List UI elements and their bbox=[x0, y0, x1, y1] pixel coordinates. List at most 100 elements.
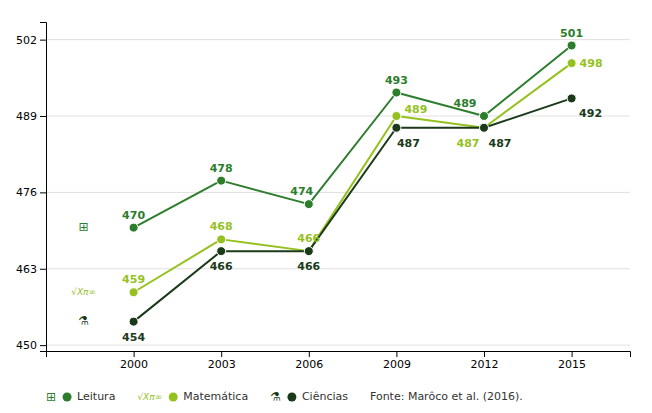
y-tick-mark bbox=[40, 40, 46, 41]
grid-line bbox=[46, 345, 630, 346]
data-label: 466 bbox=[297, 232, 320, 245]
data-label: 489 bbox=[454, 97, 477, 110]
data-label: 470 bbox=[122, 209, 145, 222]
y-tick-mark bbox=[40, 192, 46, 193]
series-point bbox=[480, 112, 489, 121]
series-point bbox=[480, 123, 489, 132]
x-tick-mark bbox=[484, 351, 485, 357]
series-point bbox=[129, 288, 138, 297]
legend-marker bbox=[63, 393, 72, 402]
grid-line bbox=[46, 268, 630, 269]
series-point bbox=[392, 112, 401, 121]
data-label: 454 bbox=[122, 331, 145, 344]
series-point bbox=[304, 247, 313, 256]
series-icon: √Xπ∞ bbox=[71, 287, 96, 297]
series-line bbox=[134, 46, 572, 228]
x-axis: 2000 2003 2006 2009 2012 2015 bbox=[47, 351, 631, 371]
data-label: 478 bbox=[210, 162, 233, 175]
chart-svg: 2000200320062009201220154504634764895024… bbox=[0, 0, 652, 413]
series-point bbox=[217, 235, 226, 244]
y-tick-mark bbox=[40, 345, 46, 346]
legend-icon: √Xπ∞ bbox=[137, 392, 162, 402]
x-tick-mark bbox=[309, 351, 310, 357]
x-tick-label: 2000 bbox=[120, 358, 148, 371]
y-axis: 450 463 476 489 502 bbox=[16, 23, 47, 353]
y-tick: 463 bbox=[16, 263, 46, 276]
series-point bbox=[480, 123, 489, 132]
y-tick: 502 bbox=[16, 34, 46, 47]
x-tick: 2000 bbox=[120, 351, 148, 371]
data-label: 501 bbox=[560, 27, 583, 40]
y-tick-mark bbox=[40, 116, 46, 117]
x-tick: 2015 bbox=[558, 351, 586, 371]
x-tick-label: 2015 bbox=[558, 358, 586, 371]
data-label: 468 bbox=[210, 220, 233, 233]
x-tick: 2003 bbox=[208, 351, 236, 371]
x-tick-mark bbox=[221, 351, 222, 357]
legend-icon: ⚗ bbox=[270, 390, 281, 404]
y-tick-mark bbox=[40, 269, 46, 270]
grid bbox=[46, 40, 630, 346]
grid-line bbox=[46, 39, 630, 40]
x-tick-mark bbox=[572, 351, 573, 357]
chart-container: 2000200320062009201220154504634764895024… bbox=[0, 0, 652, 413]
data-label: 466 bbox=[297, 260, 320, 273]
series-icon: ⚗ bbox=[78, 314, 89, 328]
x-tick: 2006 bbox=[295, 351, 323, 371]
y-tick-label: 502 bbox=[16, 34, 37, 47]
data-label: 466 bbox=[210, 260, 233, 273]
series-icon: ⊞ bbox=[79, 220, 89, 234]
y-tick-label: 463 bbox=[16, 263, 37, 276]
x-tick-label: 2006 bbox=[295, 358, 323, 371]
series-point bbox=[129, 223, 138, 232]
series-point bbox=[392, 123, 401, 132]
x-tick-mark bbox=[134, 351, 135, 357]
legend-label: Leitura bbox=[77, 390, 115, 403]
series bbox=[129, 59, 576, 297]
x-tick: 2009 bbox=[383, 351, 411, 371]
series-point bbox=[217, 176, 226, 185]
y-axis-line bbox=[40, 23, 47, 352]
series-point bbox=[304, 247, 313, 256]
legend-marker bbox=[287, 393, 296, 402]
series-point bbox=[304, 200, 313, 209]
series-icons: ⊞ √Xπ∞ ⚗ bbox=[71, 220, 96, 328]
legend-marker bbox=[169, 393, 178, 402]
x-tick-mark bbox=[396, 351, 397, 357]
x-tick: 2012 bbox=[471, 351, 499, 371]
data-label: 487 bbox=[457, 137, 480, 150]
y-tick: 476 bbox=[16, 186, 46, 199]
y-tick-label: 450 bbox=[16, 339, 37, 352]
legend-item: ⊞ Leitura bbox=[46, 390, 115, 404]
legend-item: ⚗ Ciências bbox=[270, 390, 348, 404]
x-tick-label: 2003 bbox=[208, 358, 236, 371]
plot-area bbox=[129, 41, 576, 326]
series-point bbox=[567, 59, 576, 68]
series-point bbox=[567, 41, 576, 50]
data-label: 487 bbox=[397, 137, 420, 150]
data-label: 492 bbox=[579, 107, 602, 120]
data-labels: 4704784744934895014594684664894874984544… bbox=[122, 27, 602, 344]
series bbox=[129, 41, 576, 232]
data-label: 474 bbox=[290, 185, 313, 198]
grid-line bbox=[46, 116, 630, 117]
legend-icon: ⊞ bbox=[46, 390, 56, 404]
x-axis-line bbox=[47, 352, 631, 358]
legend-label: Ciências bbox=[302, 390, 348, 403]
data-label: 493 bbox=[385, 74, 408, 87]
x-tick-label: 2009 bbox=[383, 358, 411, 371]
series-point bbox=[129, 317, 138, 326]
data-label: 487 bbox=[489, 137, 512, 150]
y-tick: 489 bbox=[16, 110, 46, 123]
y-tick: 450 bbox=[16, 339, 46, 352]
series-point bbox=[392, 88, 401, 97]
series-point bbox=[567, 94, 576, 103]
x-tick-label: 2012 bbox=[471, 358, 499, 371]
series bbox=[129, 94, 576, 326]
data-label: 459 bbox=[122, 273, 145, 286]
legend-label: Matemática bbox=[183, 390, 248, 403]
y-tick-label: 489 bbox=[16, 110, 37, 123]
series-line bbox=[134, 63, 572, 292]
series-line bbox=[134, 98, 572, 321]
series-point bbox=[217, 247, 226, 256]
